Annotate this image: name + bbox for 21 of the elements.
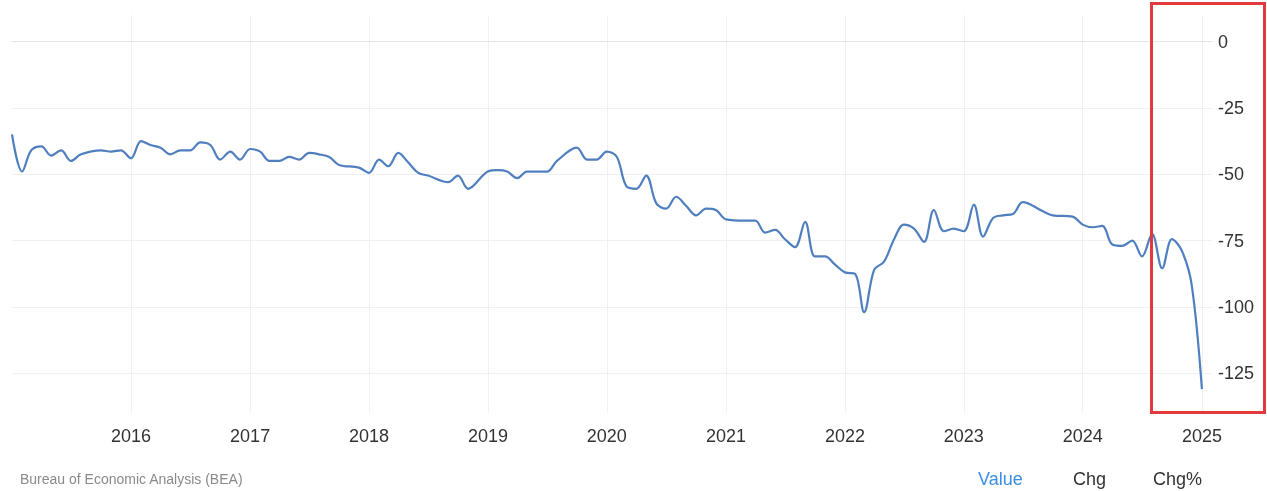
y-tick-label: -50 bbox=[1218, 164, 1245, 185]
x-tick-label: 2016 bbox=[110, 426, 151, 446]
text: Chg% bbox=[1153, 469, 1203, 489]
y-tick-label: 0 bbox=[1218, 31, 1229, 52]
x-tick-label: 2025 bbox=[1181, 426, 1222, 446]
x-tick-label: 2022 bbox=[824, 426, 865, 446]
x-tick-label: 2018 bbox=[348, 426, 390, 446]
x-tick-label: 2021 bbox=[705, 426, 747, 446]
text: Bureau of Economic Analysis (BEA) bbox=[20, 471, 243, 487]
x-tick-label: 2023 bbox=[943, 426, 984, 446]
text: Chg bbox=[1073, 469, 1107, 489]
y-tick-label: -25 bbox=[1218, 97, 1245, 118]
x-tick-label: 2020 bbox=[586, 426, 627, 446]
x-tick-label: 2017 bbox=[230, 426, 271, 446]
y-tick-label: -75 bbox=[1218, 230, 1245, 251]
y-tick-label: -125 bbox=[1218, 363, 1255, 384]
line-series bbox=[10, 133, 1203, 391]
text: Value bbox=[978, 469, 1023, 489]
x-tick-label: 2024 bbox=[1062, 426, 1103, 446]
y-tick-label: -100 bbox=[1218, 296, 1255, 317]
x-tick-label: 2019 bbox=[467, 426, 508, 446]
